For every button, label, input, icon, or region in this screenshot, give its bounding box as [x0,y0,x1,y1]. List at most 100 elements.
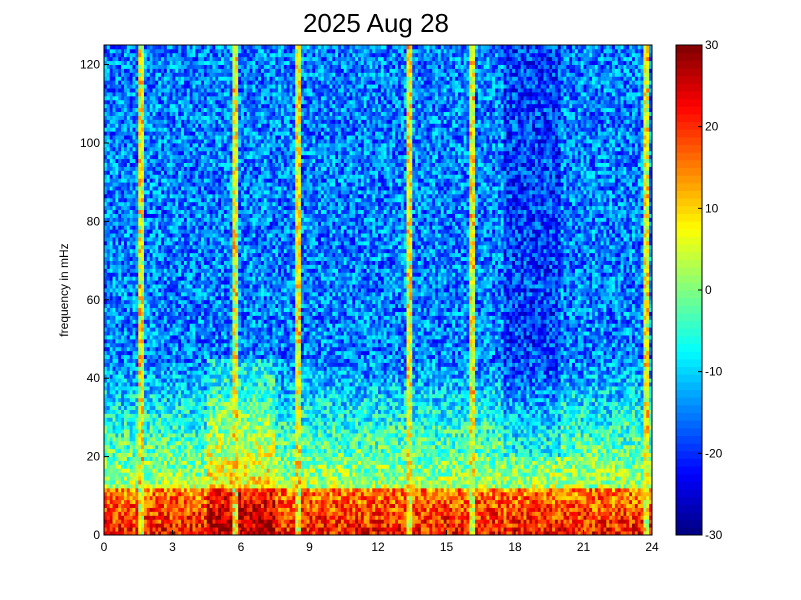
heatmap-cell [206,135,210,140]
heatmap-cell [149,511,153,516]
heatmap-cell [109,119,113,124]
heatmap-cell [186,335,191,340]
heatmap-cell [161,95,165,101]
heatmap-cell [161,92,165,97]
heatmap-cell [172,456,176,461]
heatmap-cell [155,260,159,265]
heatmap-cell [201,527,205,532]
heatmap-cell [183,401,188,407]
heatmap-cell [183,499,188,505]
heatmap-cell [149,389,153,395]
heatmap-cell [155,362,159,367]
heatmap-cell [126,158,131,163]
heatmap-cell [192,295,196,301]
heatmap-cell [186,291,191,297]
heatmap-cell [155,335,159,340]
heatmap-cell [141,92,145,97]
heatmap-cell [178,350,182,356]
heatmap-cell [212,52,216,58]
heatmap-cell [212,115,216,120]
heatmap-cell [209,421,213,426]
heatmap-cell [161,166,165,171]
heatmap-cell [209,111,213,116]
heatmap-cell [126,103,131,109]
heatmap-cell [129,193,133,199]
heatmap-cell [175,264,179,269]
heatmap-cell [155,452,159,457]
heatmap-cell [206,409,210,414]
heatmap-cell [104,460,108,465]
heatmap-cell [206,56,210,62]
heatmap-cell [209,158,213,163]
heatmap-cell [203,178,208,183]
heatmap-cell [112,197,116,203]
heatmap-cell [152,84,156,89]
heatmap-cell [155,99,159,105]
heatmap-cell [206,256,210,261]
heatmap-cell [115,507,119,512]
heatmap-cell [115,209,119,214]
heatmap-cell [209,393,213,399]
heatmap-cell [109,495,113,501]
heatmap-cell [141,448,145,454]
heatmap-cell [183,268,188,273]
heatmap-cell [203,217,208,222]
heatmap-cell [172,484,176,489]
heatmap-cell [186,178,191,183]
heatmap-cell [175,48,179,54]
heatmap-cell [138,362,142,367]
heatmap-cell [112,288,116,293]
heatmap-cell [129,170,133,175]
heatmap-cell [121,389,125,395]
heatmap-cell [186,354,191,359]
heatmap-cell [198,268,202,273]
heatmap-cell [189,303,193,309]
heatmap-cell [104,146,108,152]
heatmap-cell [172,272,176,277]
heatmap-cell [158,491,162,497]
heatmap-cell [215,346,219,352]
heatmap-cell [192,358,196,363]
heatmap-cell [123,186,128,191]
heatmap-cell [181,335,185,340]
heatmap-cell [141,76,145,81]
heatmap-cell [129,366,133,371]
heatmap-cell [158,95,162,101]
heatmap-cell [178,143,182,148]
heatmap-cell [158,48,162,54]
heatmap-cell [158,233,162,238]
heatmap-cell [169,72,173,77]
heatmap-cell [138,511,142,516]
heatmap-cell [138,358,142,363]
heatmap-cell [132,382,136,387]
heatmap-cell [109,131,113,136]
heatmap-cell [146,491,151,497]
heatmap-cell [178,307,182,312]
heatmap-cell [106,131,111,136]
heatmap-cell [129,229,133,234]
heatmap-cell [106,64,111,69]
heatmap-cell [209,139,213,144]
heatmap-cell [169,143,173,148]
heatmap-cell [186,358,191,363]
heatmap-cell [115,170,119,175]
heatmap-cell [212,331,216,336]
heatmap-cell [206,260,210,265]
heatmap-cell [215,80,219,85]
heatmap-cell [106,139,111,144]
heatmap-cell [126,358,131,363]
heatmap-cell [166,366,171,371]
heatmap-cell [141,146,145,152]
heatmap-cell [198,315,202,320]
heatmap-cell [172,491,176,497]
heatmap-cell [163,452,168,457]
heatmap-cell [181,452,185,457]
heatmap-cell [129,205,133,211]
heatmap-cell [152,150,156,156]
heatmap-cell [183,127,188,132]
heatmap-cell [195,123,199,128]
heatmap-cell [143,507,148,512]
heatmap-cell [209,193,213,199]
heatmap-cell [123,154,128,160]
heatmap-cell [146,237,151,242]
